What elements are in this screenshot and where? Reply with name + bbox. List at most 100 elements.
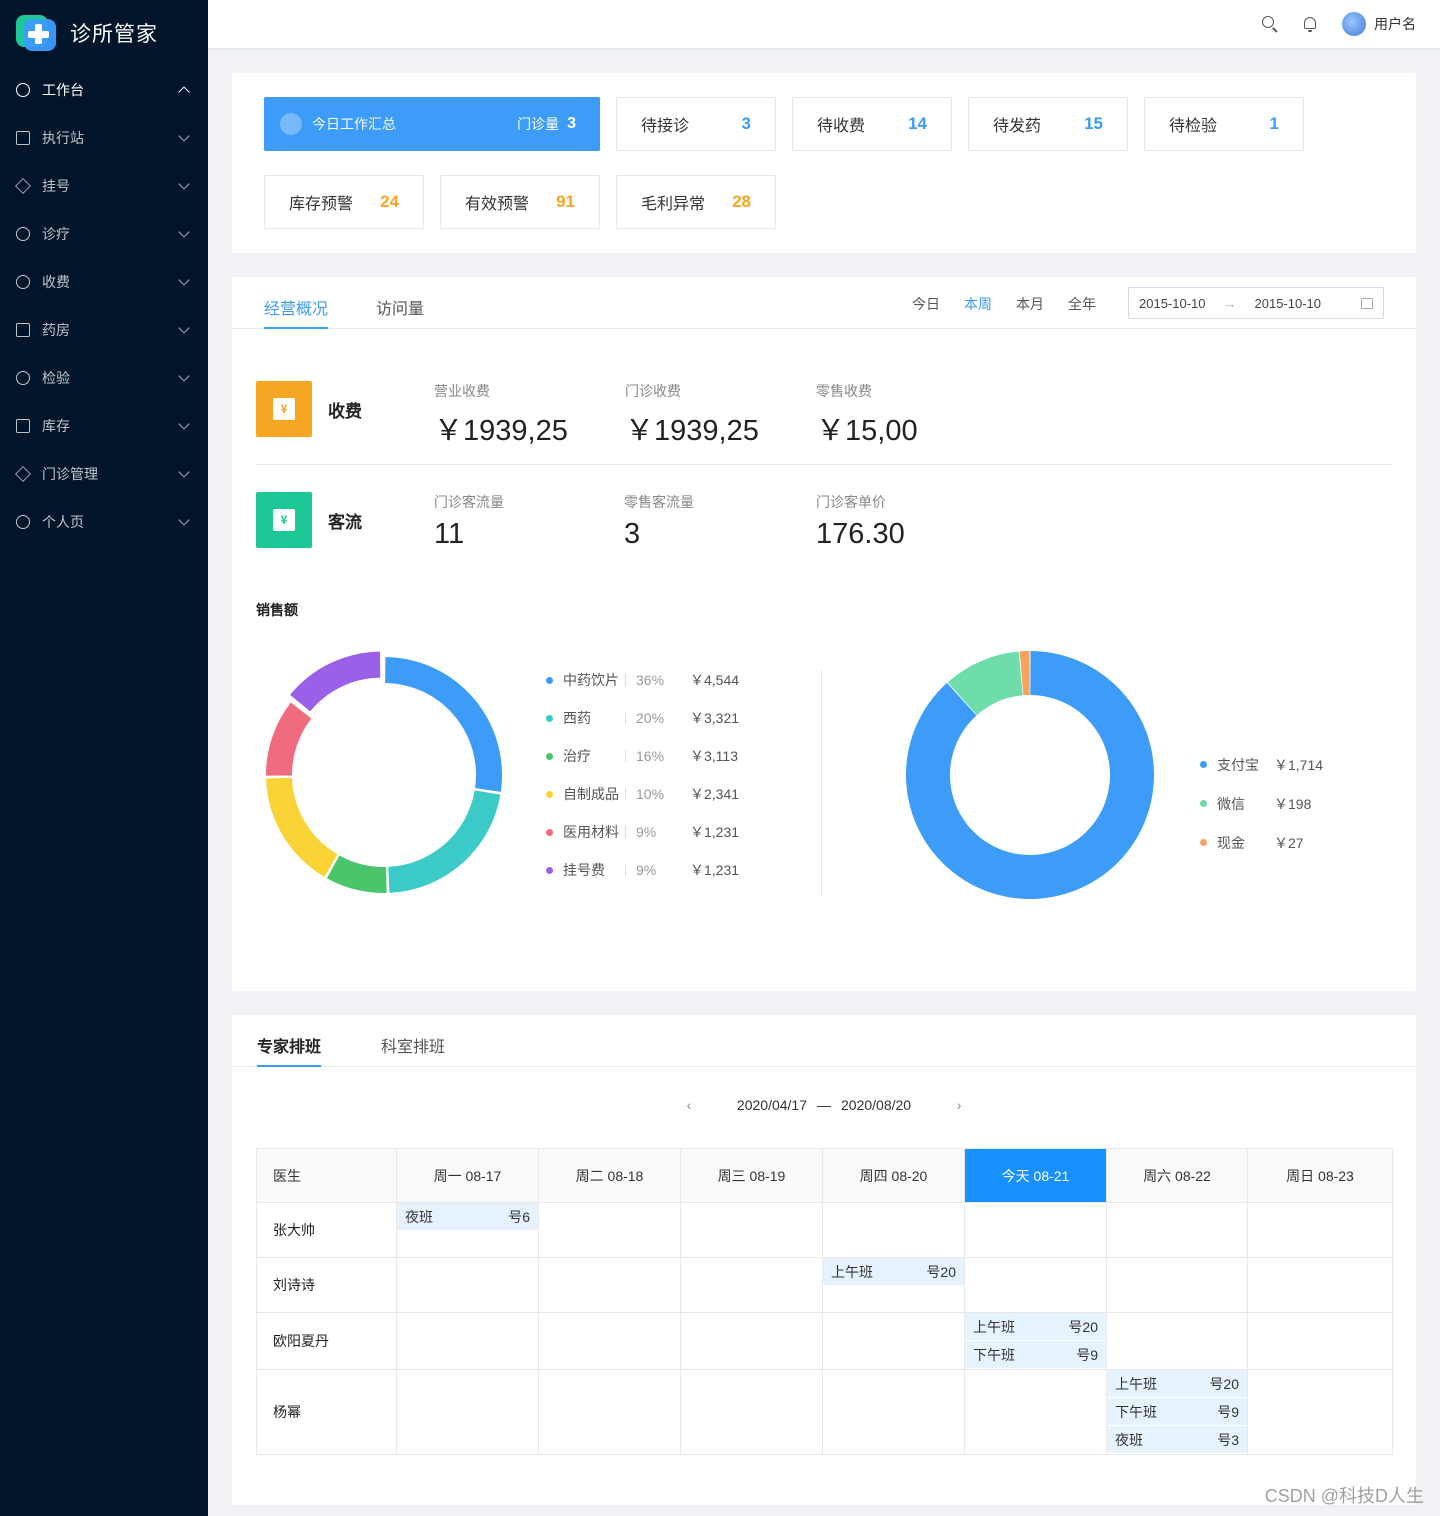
schedule-cell[interactable] bbox=[680, 1202, 823, 1258]
schedule-cell[interactable] bbox=[680, 1312, 823, 1370]
schedule-cell[interactable]: 夜班 号6 bbox=[396, 1202, 539, 1258]
schedule-cell[interactable] bbox=[1106, 1257, 1248, 1313]
schedule-cell[interactable]: 上午班 号20 下午班 号9 夜班 号3 bbox=[1106, 1369, 1248, 1455]
slice-1[interactable] bbox=[947, 651, 1023, 716]
date-start[interactable]: 2015-10-10 bbox=[1139, 295, 1206, 311]
sidebar-item-2[interactable]: 挂号 bbox=[0, 162, 208, 210]
tab-department-schedule[interactable]: 科室排班 bbox=[381, 1039, 446, 1056]
day-column-header[interactable]: 周日 08-23 bbox=[1247, 1148, 1393, 1203]
slice-3[interactable] bbox=[266, 777, 338, 877]
slice-4[interactable] bbox=[266, 702, 312, 776]
schedule-cell[interactable] bbox=[964, 1369, 1107, 1455]
schedule-cell[interactable] bbox=[964, 1202, 1107, 1258]
schedule-cell[interactable]: 上午班 号20 下午班 号9 bbox=[964, 1312, 1107, 1370]
range-year[interactable]: 全年 bbox=[1068, 296, 1096, 312]
schedule-cell[interactable] bbox=[964, 1257, 1107, 1313]
shift-entry[interactable]: 夜班 号6 bbox=[397, 1203, 538, 1230]
shift-entry[interactable]: 上午班 号20 bbox=[823, 1258, 964, 1285]
app-logo[interactable]: 诊所管家 bbox=[0, 0, 208, 66]
stat-waiting-payment[interactable]: 待收费 14 bbox=[792, 97, 952, 151]
legend-item[interactable]: 治疗 16% ￥3,113 bbox=[546, 737, 739, 775]
sidebar-item-3[interactable]: 诊疗 bbox=[0, 210, 208, 258]
tab-business-overview[interactable]: 经营概况 bbox=[264, 295, 329, 329]
chevron-right-icon[interactable]: › bbox=[956, 1097, 962, 1113]
day-column-header[interactable]: 今天 08-21 bbox=[964, 1148, 1107, 1203]
sidebar-item-4[interactable]: 收费 bbox=[0, 258, 208, 306]
legend-item[interactable]: 现金 ￥27 bbox=[1200, 823, 1323, 862]
schedule-table: 医生 周一 08-17 周二 08-18 周三 08-19 周四 08-20 今天 08-… bbox=[256, 1148, 1393, 1455]
slice-2[interactable] bbox=[1019, 651, 1030, 696]
schedule-cell[interactable] bbox=[396, 1257, 539, 1313]
schedule-cell[interactable] bbox=[1247, 1369, 1393, 1455]
legend-item[interactable]: 微信 ￥198 bbox=[1200, 784, 1323, 823]
stat-stock-warning[interactable]: 库存预警 24 bbox=[264, 175, 424, 229]
shift-entry[interactable]: 上午班 号20 bbox=[1107, 1370, 1247, 1397]
slice-5[interactable] bbox=[290, 651, 381, 712]
avatar[interactable] bbox=[1342, 12, 1366, 36]
schedule-cell[interactable] bbox=[1106, 1202, 1248, 1258]
slice-0[interactable] bbox=[906, 651, 1154, 899]
sidebar-item-9[interactable]: 个人页 bbox=[0, 498, 208, 546]
sidebar-item-6[interactable]: 检验 bbox=[0, 354, 208, 402]
range-week[interactable]: 本周 bbox=[964, 296, 992, 312]
date-end[interactable]: 2015-10-10 bbox=[1254, 295, 1322, 311]
schedule-cell[interactable] bbox=[538, 1369, 681, 1455]
legend-item[interactable]: 挂号费 9% ￥1,231 bbox=[546, 851, 739, 889]
username[interactable]: 用户名 bbox=[1374, 16, 1416, 32]
day-column-header[interactable]: 周四 08-20 bbox=[822, 1148, 965, 1203]
day-column-header[interactable]: 周三 08-19 bbox=[680, 1148, 823, 1203]
schedule-cell[interactable] bbox=[538, 1202, 681, 1258]
sidebar-item-1[interactable]: 执行站 bbox=[0, 114, 208, 162]
day-column-header[interactable]: 周六 08-22 bbox=[1106, 1148, 1248, 1203]
schedule-cell[interactable] bbox=[396, 1369, 539, 1455]
schedule-cell[interactable]: 上午班 号20 bbox=[822, 1257, 965, 1313]
range-month[interactable]: 本月 bbox=[1016, 296, 1044, 312]
sidebar-item-7[interactable]: 库存 bbox=[0, 402, 208, 450]
schedule-cell[interactable] bbox=[1106, 1312, 1248, 1370]
schedule-cell[interactable] bbox=[538, 1312, 681, 1370]
date-range-picker[interactable]: 2015-10-10 → 2015-10-10 bbox=[1128, 287, 1384, 319]
sidebar-item-label: 诊疗 bbox=[42, 226, 70, 242]
slice-2[interactable] bbox=[326, 855, 387, 893]
schedule-cell[interactable] bbox=[822, 1369, 965, 1455]
chevron-left-icon[interactable]: ‹ bbox=[686, 1097, 692, 1113]
sidebar-item-0[interactable]: 工作台 bbox=[0, 66, 208, 114]
legend-item[interactable]: 医用材料 9% ￥1,231 bbox=[546, 813, 739, 851]
legend-item[interactable]: 支付宝 ￥1,714 bbox=[1200, 745, 1323, 784]
schedule-cell[interactable] bbox=[680, 1369, 823, 1455]
schedule-cell[interactable] bbox=[538, 1257, 681, 1313]
legend-item[interactable]: 中药饮片 36% ￥4,544 bbox=[546, 661, 739, 699]
stat-waiting-test[interactable]: 待检验 1 bbox=[1144, 97, 1304, 151]
bell-icon[interactable] bbox=[1302, 16, 1318, 32]
shift-entry[interactable]: 上午班 号20 bbox=[965, 1313, 1106, 1340]
sidebar-item-5[interactable]: 药房 bbox=[0, 306, 208, 354]
shift-entry[interactable]: 下午班 号9 bbox=[1107, 1398, 1247, 1425]
stat-waiting-consult[interactable]: 待接诊 3 bbox=[616, 97, 776, 151]
sidebar-item-8[interactable]: 门诊管理 bbox=[0, 450, 208, 498]
legend-item[interactable]: 西药 20% ￥3,321 bbox=[546, 699, 739, 737]
stat-expiry-warning[interactable]: 有效预警 91 bbox=[440, 175, 600, 229]
schedule-cell[interactable] bbox=[1247, 1257, 1393, 1313]
overview-tabs: 经营概况 访问量 今日 本周 本月 全年 2015-10-10 → 2015-1… bbox=[232, 277, 1416, 329]
slice-1[interactable] bbox=[388, 790, 501, 893]
schedule-cell[interactable] bbox=[396, 1312, 539, 1370]
chevron-up-icon bbox=[178, 86, 190, 98]
day-column-header[interactable]: 周一 08-17 bbox=[396, 1148, 539, 1203]
legend-item[interactable]: 自制成品 10% ￥2,341 bbox=[546, 775, 739, 813]
schedule-cell[interactable] bbox=[822, 1202, 965, 1258]
range-today[interactable]: 今日 bbox=[912, 296, 940, 312]
search-icon[interactable] bbox=[1262, 16, 1278, 32]
day-column-header[interactable]: 周二 08-18 bbox=[538, 1148, 681, 1203]
schedule-cell[interactable] bbox=[1247, 1312, 1393, 1370]
shift-entry[interactable]: 夜班 号3 bbox=[1107, 1426, 1247, 1453]
stat-waiting-dispense[interactable]: 待发药 15 bbox=[968, 97, 1128, 151]
tab-visits[interactable]: 访问量 bbox=[376, 301, 425, 318]
shift-entry[interactable]: 下午班 号9 bbox=[965, 1341, 1106, 1368]
today-summary-button[interactable]: 今日工作汇总 门诊量 3 bbox=[264, 97, 600, 151]
schedule-cell[interactable] bbox=[822, 1312, 965, 1370]
stat-margin-abnormal[interactable]: 毛利异常 28 bbox=[616, 175, 776, 229]
schedule-cell[interactable] bbox=[1247, 1202, 1393, 1258]
slice-0[interactable] bbox=[385, 657, 502, 792]
tab-expert-schedule[interactable]: 专家排班 bbox=[257, 1033, 322, 1067]
schedule-cell[interactable] bbox=[680, 1257, 823, 1313]
